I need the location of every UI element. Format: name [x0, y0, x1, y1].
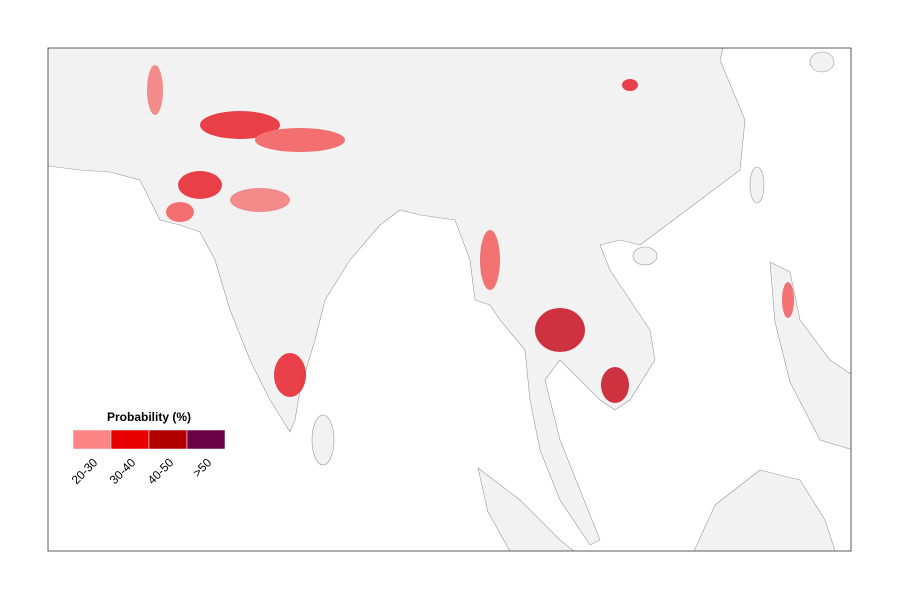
hotspot [255, 128, 345, 152]
sri-lanka [311, 414, 335, 466]
hainan [632, 246, 658, 266]
hotspot [230, 188, 290, 212]
borneo [693, 469, 836, 551]
legend-swatch [186, 429, 226, 450]
taiwan [749, 166, 765, 204]
map-area [48, 48, 851, 551]
hotspots [147, 65, 794, 403]
hotspot [535, 308, 585, 352]
hotspot [601, 367, 629, 403]
hotspot [480, 230, 500, 290]
hotspot [147, 65, 163, 115]
legend-swatch [110, 429, 150, 450]
island [809, 51, 835, 73]
legend-swatch [72, 429, 112, 450]
hotspot [178, 171, 222, 199]
hotspot [782, 282, 794, 318]
sumatra [477, 467, 575, 551]
hotspot [200, 111, 280, 139]
hotspot [166, 202, 194, 222]
mainland [48, 48, 746, 546]
map-frame [47, 47, 852, 552]
legend-swatch [148, 429, 188, 450]
hotspot [622, 79, 638, 91]
hotspot [274, 353, 306, 397]
legend-title: Probability (%) [107, 410, 191, 424]
